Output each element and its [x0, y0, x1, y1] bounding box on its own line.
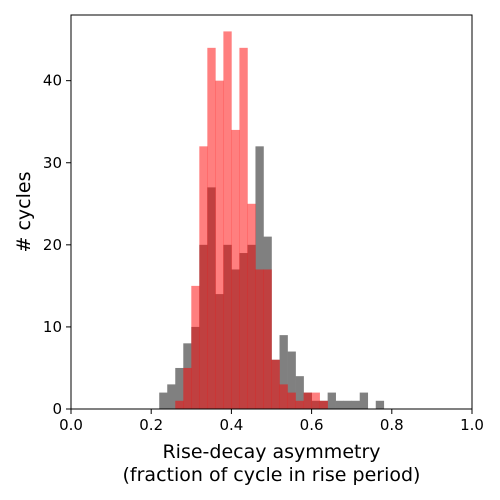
x-tick-label: 0.6 [300, 416, 324, 434]
histogram-bar-series1 [343, 400, 352, 409]
histogram-bar-series2 [319, 400, 328, 409]
histogram-bar-series1 [375, 400, 385, 409]
histogram-bar-series2 [183, 367, 192, 409]
histogram-bar-series2 [255, 269, 264, 409]
x-axis-label-line2: (fraction of cycle in rise period) [123, 464, 421, 486]
histogram-bar-series2 [223, 31, 232, 410]
histogram-bar-series1 [359, 392, 369, 409]
y-tick-label: 30 [43, 154, 62, 172]
x-tick-label: 0.2 [139, 416, 163, 434]
x-tick-label: 1.0 [460, 416, 484, 434]
histogram-bar-series2 [303, 392, 312, 409]
histogram-bar-series2 [191, 285, 200, 409]
histogram-bar-series1 [327, 392, 336, 409]
histogram-bar-series2 [279, 384, 288, 409]
histogram-bar-series2 [215, 80, 224, 410]
histogram-bar-series2 [311, 392, 320, 409]
y-tick-label: 20 [43, 236, 62, 254]
histogram-bar-series1 [167, 384, 176, 409]
histogram-bars [159, 31, 385, 410]
x-tick-label: 0.8 [380, 416, 404, 434]
histogram-bar-series2 [247, 203, 256, 409]
histogram-bar-series2 [263, 269, 272, 409]
y-axis-label: # cycles [13, 172, 35, 253]
y-axis-ticks: 0 10 20 30 40 [43, 72, 71, 418]
x-tick-label: 0.0 [59, 416, 83, 434]
x-axis-ticks: 0.0 0.2 0.4 0.6 0.8 1.0 [59, 409, 484, 434]
y-tick-label: 0 [52, 400, 62, 418]
x-axis-label-line1: Rise-decay asymmetry [162, 441, 380, 463]
histogram-bar-series2 [295, 400, 304, 409]
histogram-bar-series1 [351, 400, 361, 409]
histogram-bar-series2 [207, 47, 216, 409]
y-tick-label: 10 [43, 318, 62, 336]
histogram-bar-series2 [287, 392, 296, 409]
histogram-bar-series1 [335, 400, 344, 409]
histogram-bar-series2 [231, 129, 240, 409]
histogram-bar-series2 [175, 400, 184, 409]
histogram-bar-series2 [271, 359, 280, 409]
histogram-bar-series1 [279, 335, 288, 409]
histogram-bar-series2 [199, 146, 208, 410]
plot-frame [70, 14, 473, 410]
histogram-bar-series1 [295, 376, 304, 409]
y-tick-label: 40 [43, 72, 62, 90]
histogram-bar-series1 [159, 392, 168, 409]
histogram-bar-series2 [239, 47, 248, 409]
histogram-bar-series1 [287, 351, 296, 409]
x-tick-label: 0.4 [219, 416, 243, 434]
histogram-bar-series1 [175, 367, 184, 409]
